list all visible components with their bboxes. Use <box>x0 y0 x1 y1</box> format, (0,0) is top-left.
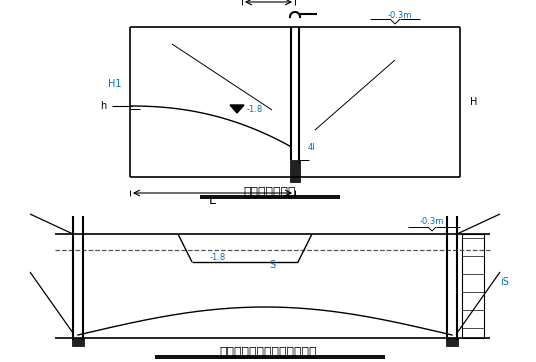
Text: S: S <box>269 260 275 270</box>
Text: 4l: 4l <box>307 143 315 152</box>
Bar <box>462 234 484 338</box>
Text: iS: iS <box>501 277 509 287</box>
Text: L: L <box>209 194 215 207</box>
Polygon shape <box>230 105 244 113</box>
Text: H1: H1 <box>108 79 122 89</box>
Text: 井点管埋设深度: 井点管埋设深度 <box>244 185 296 198</box>
Bar <box>446 338 458 346</box>
Text: -0.3m: -0.3m <box>420 218 444 227</box>
Text: 承压水完整井涌水量计算简图: 承压水完整井涌水量计算简图 <box>219 345 317 358</box>
Text: -1.8: -1.8 <box>247 105 263 114</box>
Bar <box>200 195 340 199</box>
Text: H: H <box>470 97 478 107</box>
Bar <box>72 338 84 346</box>
Text: -1.8: -1.8 <box>210 253 226 262</box>
Bar <box>155 355 385 359</box>
Text: h: h <box>100 101 106 111</box>
Text: -0.3m: -0.3m <box>388 10 412 20</box>
Bar <box>290 160 300 182</box>
